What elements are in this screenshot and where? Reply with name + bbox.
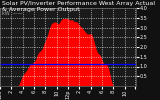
Text: Solar PV/Inverter Performance West Array Actual & Average Power Output: Solar PV/Inverter Performance West Array… — [2, 1, 155, 12]
Text: kW  ——: kW —— — [2, 11, 22, 16]
